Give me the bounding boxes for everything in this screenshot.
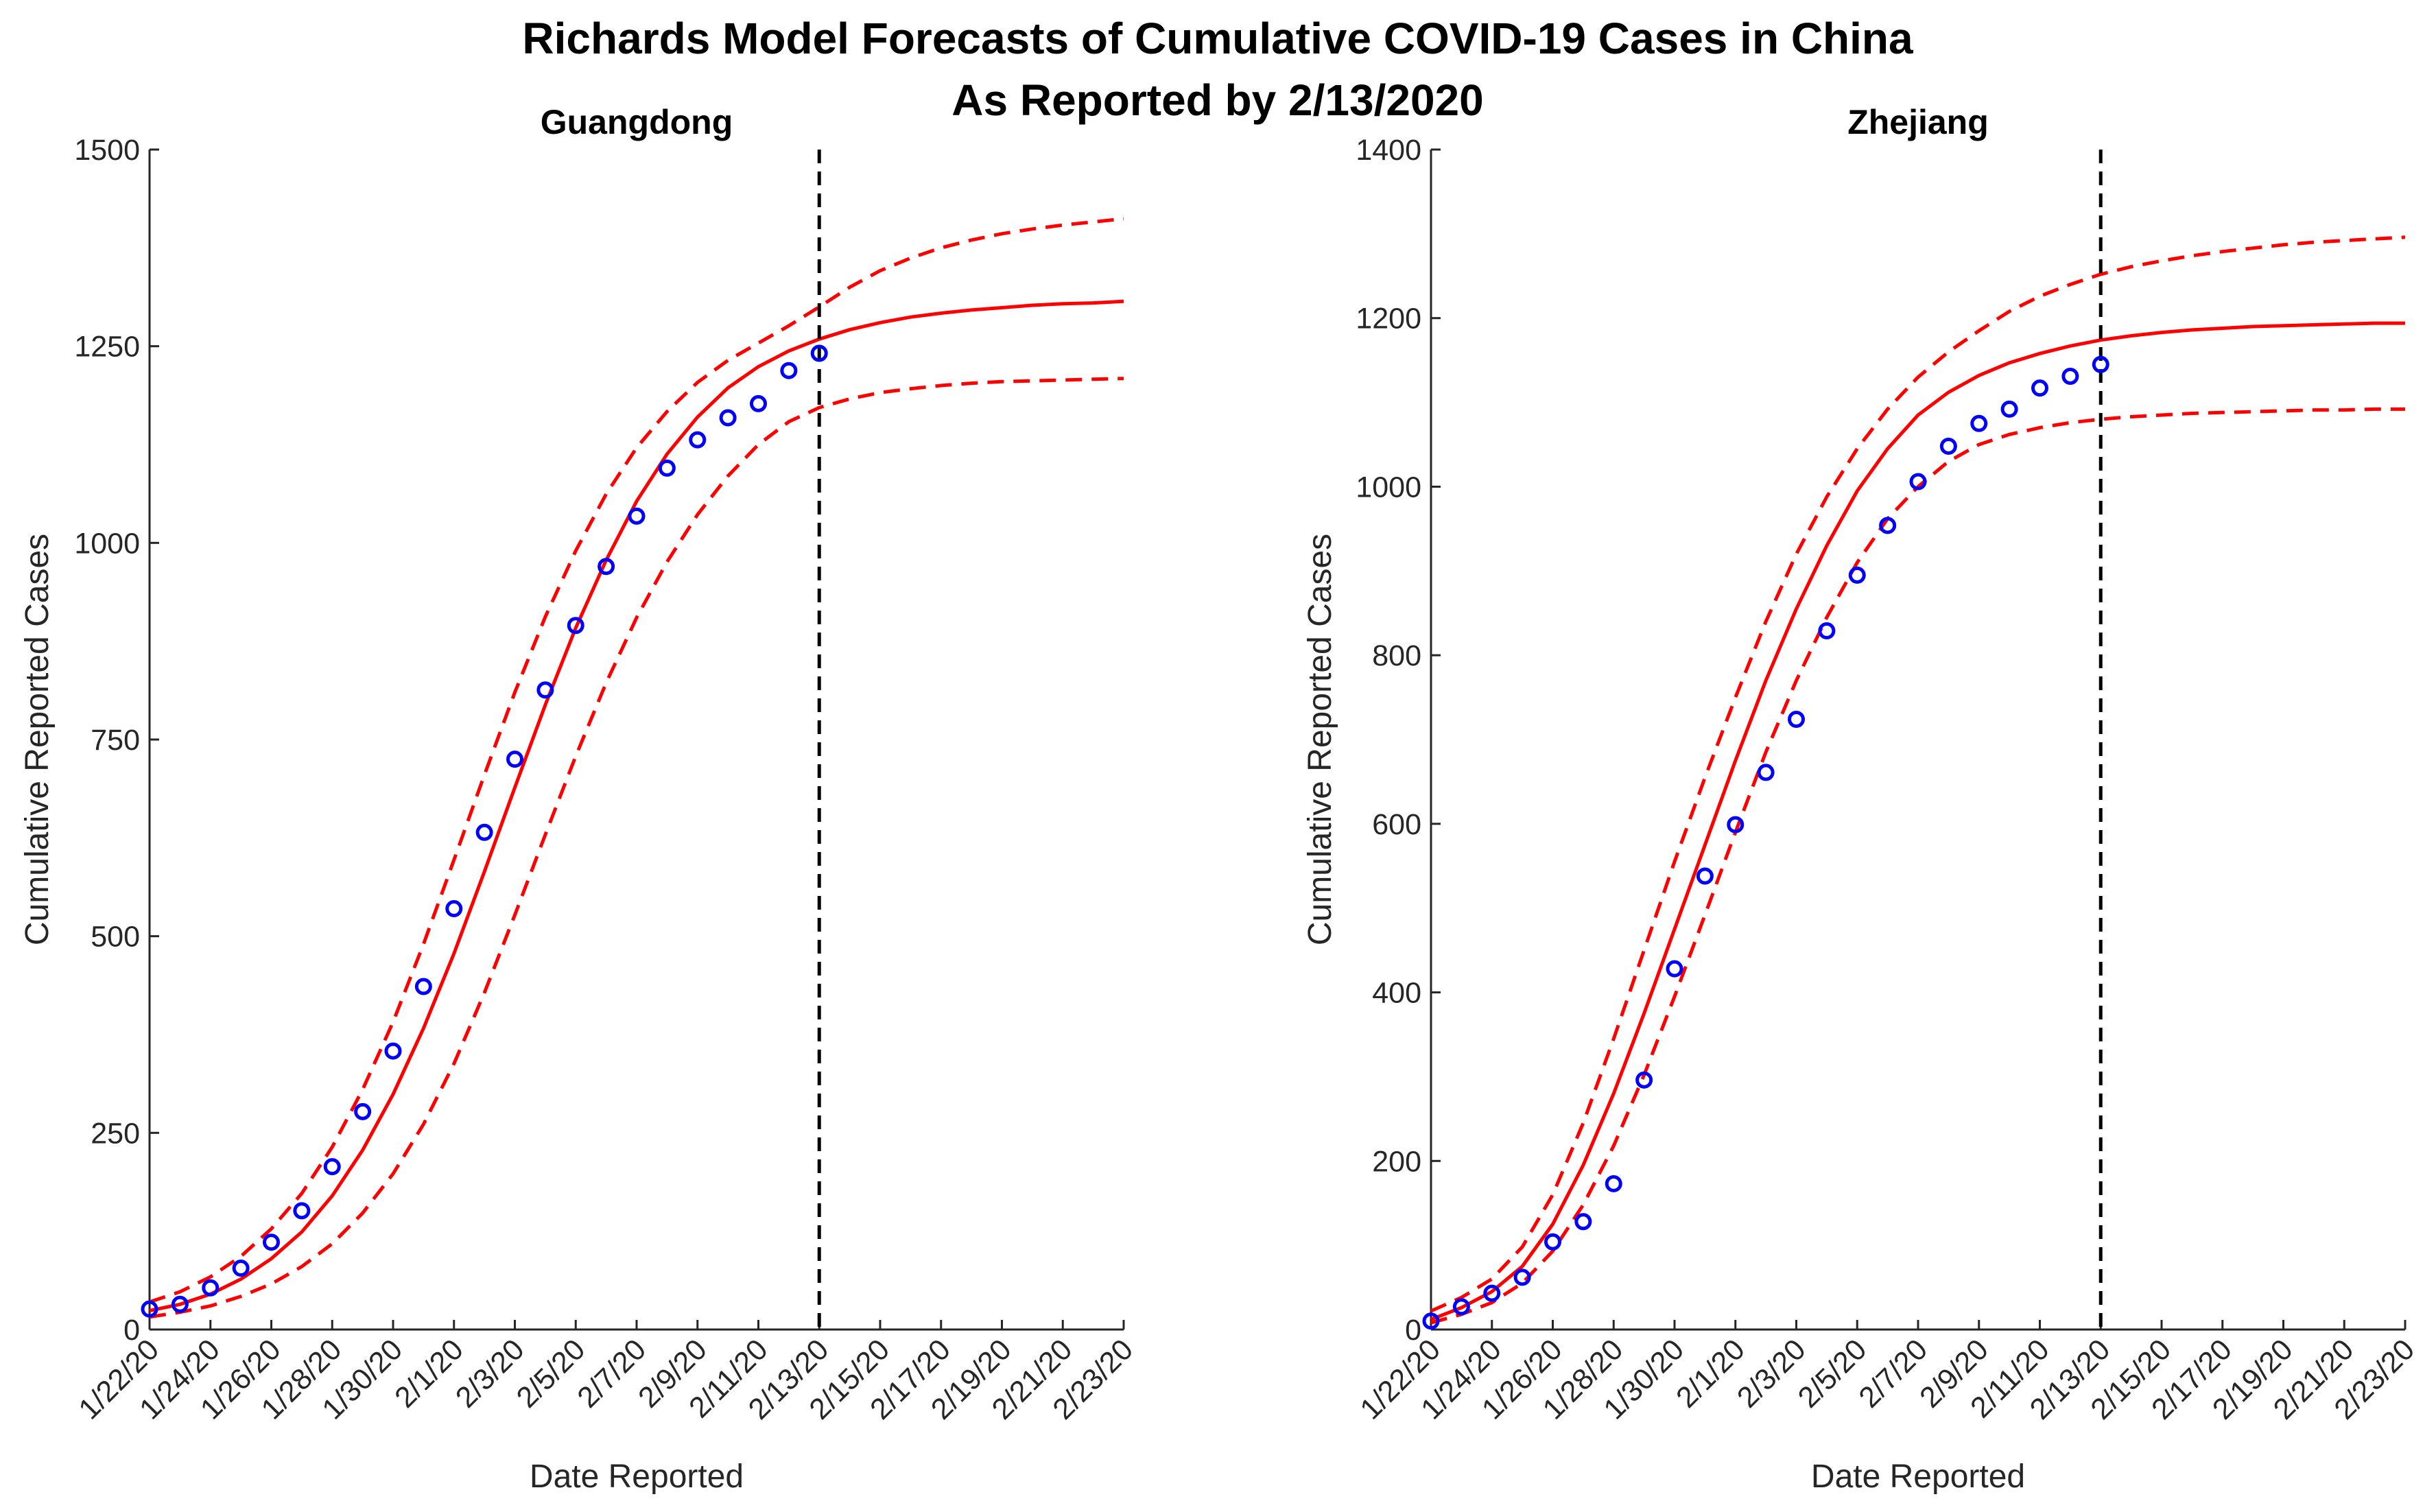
zhejiang-panel: Zhejiang Date Reported Cumulative Report…	[1302, 103, 2421, 1495]
data-point	[414, 978, 432, 995]
data-point	[1422, 1312, 1440, 1330]
data-point	[628, 507, 646, 525]
y-tick-label: 250	[91, 1117, 140, 1150]
y-tick-label: 500	[91, 921, 140, 954]
x-tick-label: 2/3/20	[449, 1333, 530, 1414]
data-point	[1848, 566, 1866, 584]
y-tick-label: 400	[1372, 977, 1421, 1010]
y-tick-label: 750	[91, 724, 140, 757]
data-point	[1513, 1268, 1531, 1286]
data-point	[293, 1202, 311, 1220]
data-point	[1544, 1233, 1561, 1251]
x-tick-label: 2/3/20	[1731, 1333, 1812, 1414]
plot-area: 02505007501000125015001/22/201/24/201/26…	[73, 134, 1139, 1426]
data-point	[506, 751, 523, 768]
data-point	[750, 394, 767, 412]
data-point	[536, 681, 554, 699]
fit-line	[1430, 321, 2405, 1321]
y-tick-label: 200	[1372, 1145, 1421, 1178]
data-point	[1696, 867, 1714, 885]
y-tick-label: 1400	[1356, 134, 1421, 167]
y-tick-label: 0	[123, 1314, 140, 1347]
data-point	[1666, 960, 1683, 978]
data-point	[689, 431, 707, 449]
panel-title: Guangdong	[541, 103, 733, 141]
data-point	[1483, 1284, 1501, 1302]
data-point	[719, 409, 737, 427]
data-point	[1970, 414, 1988, 432]
data-point	[2000, 400, 2018, 418]
data-point	[384, 1042, 402, 1060]
data-point	[1757, 764, 1775, 781]
y-tick-label: 1000	[1356, 471, 1421, 504]
data-point	[2092, 355, 2109, 373]
y-tick-label: 1250	[74, 331, 140, 364]
data-point	[1939, 437, 1957, 455]
data-point	[1452, 1298, 1470, 1316]
data-point	[1574, 1213, 1592, 1231]
data-point	[1605, 1174, 1622, 1192]
data-point	[323, 1158, 341, 1176]
data-point	[445, 900, 463, 918]
plot-area: 02004006008001000120014001/22/201/24/201…	[1354, 134, 2421, 1426]
lower-bound-line	[149, 377, 1124, 1319]
data-point	[202, 1279, 220, 1297]
data-point	[1909, 473, 1927, 491]
data-point	[2031, 379, 2048, 397]
data-point	[1727, 816, 1745, 834]
data-point	[1635, 1071, 1653, 1089]
x-axis-label: Date Reported	[530, 1458, 744, 1495]
data-point	[810, 344, 828, 362]
x-tick-label: 2/1/20	[388, 1333, 469, 1414]
figure-title-line1: Richards Model Forecasts of Cumulative C…	[522, 14, 1913, 63]
data-point	[141, 1300, 158, 1318]
data-point	[567, 617, 584, 635]
lower-bound-line	[1430, 407, 2405, 1325]
y-tick-label: 1200	[1356, 303, 1421, 335]
guangdong-panel: Guangdong Date Reported Cumulative Repor…	[19, 103, 1139, 1495]
data-point	[171, 1295, 189, 1313]
fit-line	[149, 299, 1124, 1312]
y-tick-label: 1000	[74, 527, 140, 560]
upper-bound-line	[149, 217, 1124, 1304]
y-axis-label: Cumulative Reported Cases	[19, 534, 56, 945]
x-tick-label: 2/5/20	[1792, 1333, 1873, 1414]
data-point	[780, 362, 798, 379]
data-point	[354, 1102, 372, 1120]
x-axis-label: Date Reported	[1811, 1458, 2025, 1495]
y-axis-label: Cumulative Reported Cases	[1302, 534, 1338, 945]
data-point	[475, 823, 493, 841]
y-tick-label: 800	[1372, 639, 1421, 672]
data-point	[658, 459, 676, 477]
data-point	[263, 1233, 280, 1251]
x-tick-label: 2/5/20	[510, 1333, 591, 1414]
data-point	[2061, 367, 2079, 385]
x-tick-label: 2/1/20	[1670, 1333, 1751, 1414]
x-tick-label: 2/7/20	[1853, 1333, 1934, 1414]
panel-title: Zhejiang	[1847, 103, 1989, 141]
data-point	[1788, 711, 1805, 729]
data-point	[232, 1260, 250, 1277]
y-tick-label: 600	[1372, 808, 1421, 841]
figure-title-line2: As Reported by 2/13/2020	[951, 75, 1483, 125]
y-tick-label: 0	[1405, 1314, 1421, 1347]
y-tick-label: 1500	[74, 134, 140, 167]
data-point	[1879, 517, 1897, 534]
upper-bound-line	[1430, 235, 2406, 1313]
x-tick-label: 2/7/20	[571, 1333, 652, 1414]
data-point	[1818, 622, 1836, 640]
data-point	[598, 558, 615, 576]
